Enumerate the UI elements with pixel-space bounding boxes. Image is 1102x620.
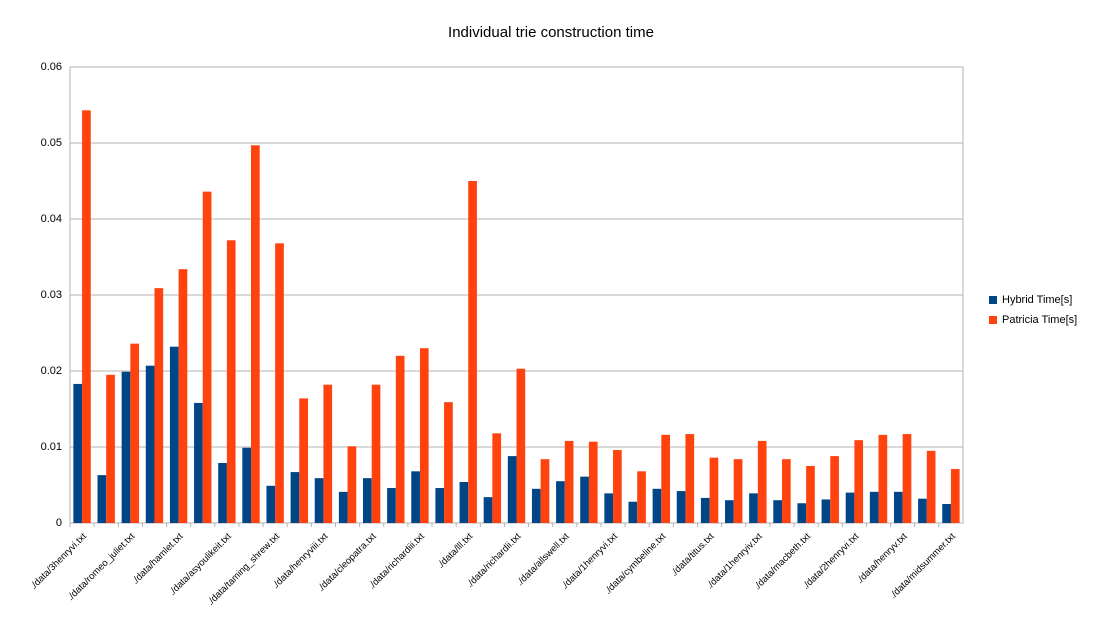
- bar: [661, 434, 670, 523]
- bar: [395, 355, 405, 523]
- bar: [387, 488, 396, 523]
- y-tick-label: 0.05: [41, 137, 62, 149]
- bar: [323, 384, 333, 523]
- bar: [275, 243, 284, 523]
- bar: [918, 498, 927, 523]
- bar: [169, 346, 179, 523]
- bar: [202, 191, 212, 523]
- bar: [757, 440, 767, 523]
- bar: [781, 459, 791, 523]
- x-tick-label: ./data/hamlet.txt: [130, 531, 186, 587]
- bar: [82, 110, 91, 523]
- bar: [942, 504, 951, 523]
- bar: [338, 491, 348, 523]
- bar: [226, 240, 236, 523]
- bar: [854, 440, 864, 523]
- bar: [145, 365, 155, 523]
- bar: [773, 500, 782, 523]
- bar: [459, 481, 469, 523]
- y-tick-label: 0.02: [41, 365, 62, 377]
- bar: [540, 459, 550, 523]
- legend-swatch: [989, 316, 997, 324]
- bar: [588, 441, 598, 523]
- legend-label: Hybrid Time[s]: [1002, 294, 1072, 306]
- x-tick-label: ./data/lll.txt: [435, 531, 475, 571]
- bar: [299, 398, 308, 523]
- bar: [878, 434, 888, 523]
- bar: [194, 402, 203, 523]
- bar: [314, 478, 324, 523]
- bar: [178, 269, 188, 523]
- bar: [154, 288, 164, 523]
- bar: [121, 371, 131, 523]
- bar: [347, 446, 357, 523]
- bar: [613, 450, 622, 523]
- bar: [725, 500, 734, 523]
- bar: [218, 462, 227, 523]
- bar: [950, 469, 960, 523]
- bar: [580, 476, 589, 523]
- bar: [869, 491, 879, 523]
- bar: [564, 440, 574, 523]
- bar: [926, 450, 936, 523]
- bar: [492, 433, 502, 523]
- bar: [266, 485, 276, 523]
- bar: [709, 457, 719, 523]
- x-tick-label: ./data/titus.txt: [669, 531, 717, 579]
- y-tick-label: 0.01: [41, 441, 62, 453]
- bar: [531, 488, 541, 523]
- bar: [902, 434, 912, 523]
- bar: [468, 181, 477, 523]
- y-tick-label: 0: [56, 517, 62, 529]
- bar: [845, 492, 855, 523]
- bar: [733, 459, 743, 523]
- bar: [821, 499, 831, 523]
- bar: [516, 368, 526, 523]
- bar: [830, 456, 839, 523]
- bar: [242, 447, 252, 523]
- bar: [411, 471, 420, 523]
- y-tick-label: 0.04: [41, 213, 62, 225]
- bar: [637, 471, 646, 523]
- bar: [73, 383, 83, 523]
- bar: [685, 434, 695, 523]
- y-tick-label: 0.06: [41, 61, 62, 73]
- bar: [106, 374, 115, 523]
- bar: [97, 475, 107, 523]
- bar: [700, 497, 710, 523]
- bar: [130, 343, 140, 523]
- bar: [628, 501, 638, 523]
- bar: [806, 466, 815, 523]
- bar: [556, 481, 565, 523]
- bar: [749, 493, 758, 523]
- bar: [676, 491, 686, 523]
- bar: [419, 348, 429, 523]
- bar: [363, 478, 372, 523]
- legend-swatch: [989, 296, 997, 304]
- bar: [290, 472, 300, 523]
- chart-title: Individual trie construction time: [448, 24, 654, 41]
- bar: [507, 456, 517, 523]
- bar: [435, 488, 445, 523]
- y-tick-label: 0.03: [41, 289, 62, 301]
- bar: [371, 384, 381, 523]
- bar: [797, 503, 807, 523]
- bar: [251, 145, 260, 523]
- bar: [652, 488, 662, 523]
- bar: [483, 497, 493, 523]
- bar: [444, 402, 453, 523]
- bar: [893, 491, 903, 523]
- bar: [604, 493, 614, 523]
- legend-label: Patricia Time[s]: [1002, 314, 1077, 326]
- x-tick-label: ./data/henryv.txt: [854, 531, 909, 586]
